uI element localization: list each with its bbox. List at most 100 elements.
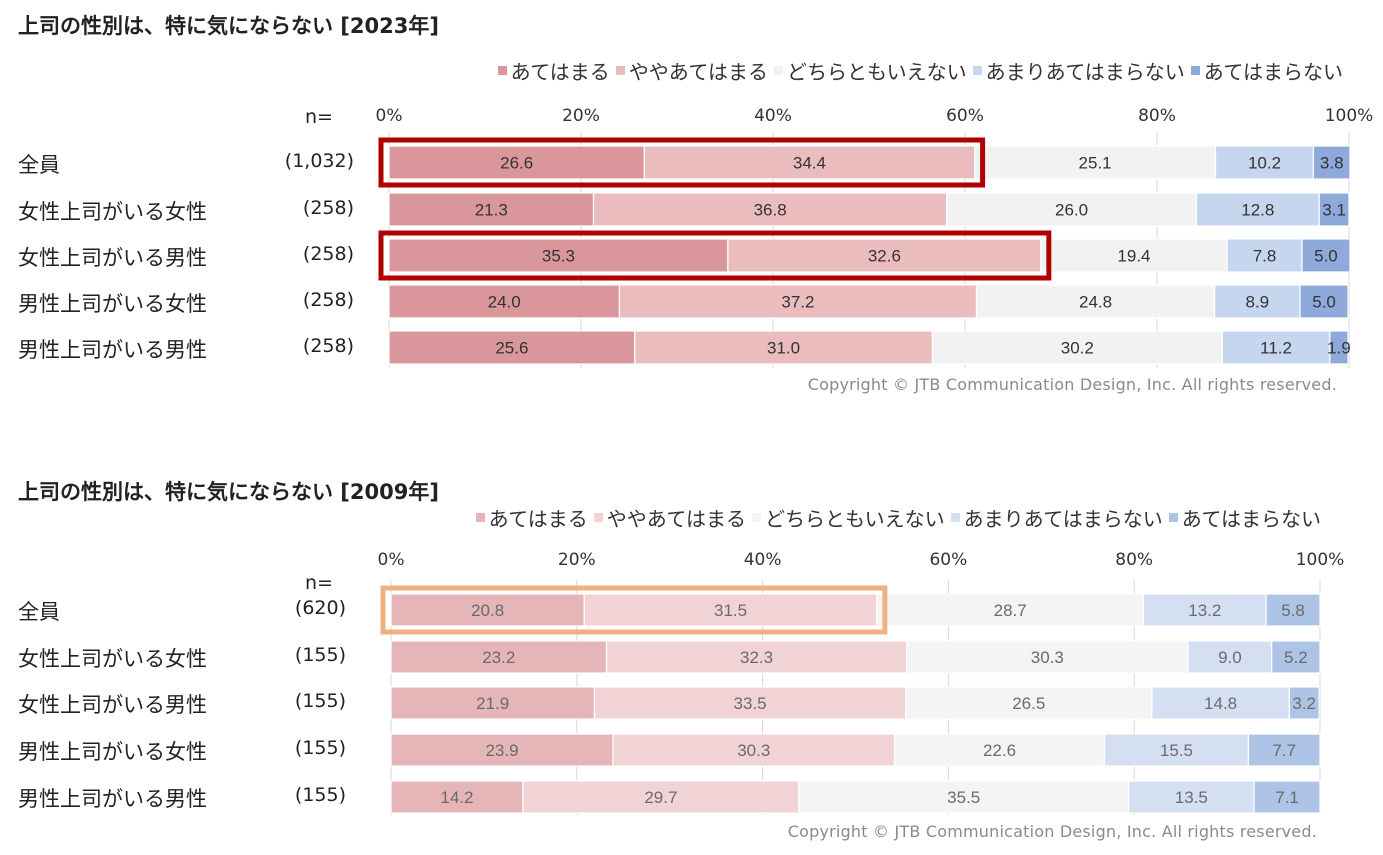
data-label: 13.2 <box>1188 601 1221 620</box>
bar-segment <box>946 192 1197 227</box>
data-label: 3.1 <box>1322 201 1346 220</box>
data-label: 3.2 <box>1292 694 1316 713</box>
data-label: 34.4 <box>793 154 826 173</box>
x-tick-label: 20% <box>557 550 596 570</box>
legend-item: あてはまる <box>475 503 588 532</box>
bar-segment <box>1271 640 1321 674</box>
data-label: 14.2 <box>440 788 473 807</box>
data-label: 5.0 <box>1314 247 1338 266</box>
legend-item: ややあてはまる <box>615 56 768 85</box>
legend-swatch <box>1190 66 1200 75</box>
row-label: 全員 <box>18 152 60 177</box>
data-label: 36.8 <box>754 201 787 220</box>
bar-segment <box>931 330 1223 365</box>
data-label: 22.6 <box>983 741 1016 760</box>
legend-label: あまりあてはまらない <box>963 507 1163 531</box>
data-label: 10.2 <box>1248 154 1281 173</box>
legend-label: あてはまらない <box>1203 60 1343 84</box>
data-label: 33.5 <box>734 694 767 713</box>
legend-item: あまりあてはまらない <box>972 56 1185 85</box>
legend-swatch <box>593 513 603 522</box>
bar-segment <box>1142 593 1267 627</box>
legend-swatch <box>972 66 982 75</box>
legend-label: どちらともいえない <box>786 60 967 84</box>
x-tick-label: 40% <box>754 106 792 126</box>
x-tick-label: 80% <box>1138 106 1176 126</box>
x-tick-label: 20% <box>562 106 600 126</box>
row-n-value: (1,032) <box>284 149 354 172</box>
x-tick-label: 40% <box>743 550 782 570</box>
data-label: 37.2 <box>781 293 814 312</box>
data-label: 32.3 <box>740 648 773 667</box>
bar-segment <box>522 780 800 814</box>
data-label: 5.2 <box>1284 648 1308 667</box>
chart-2023: 上司の性別は、特に気にならない [2023年] あてはまる ややあてはまる どちらと… <box>0 0 1383 420</box>
chart-title: 上司の性別は、特に気にならない [2023年] <box>18 14 439 38</box>
x-tick-label: 80% <box>1115 550 1154 570</box>
bar-segment <box>1195 192 1320 227</box>
legend-swatch <box>773 66 783 75</box>
row-n-value: (258) <box>302 196 354 219</box>
bar-segment <box>592 192 948 227</box>
bar-segment <box>593 686 907 720</box>
legend-label: ややあてはまる <box>628 60 768 84</box>
bar-segment <box>643 145 976 180</box>
legend-swatch <box>475 513 485 522</box>
row-label: 女性上司がいる女性 <box>18 647 207 671</box>
row-n-value: (620) <box>294 597 346 619</box>
legend-item: あてはまらない <box>1190 56 1343 85</box>
data-label: 20.8 <box>471 601 504 620</box>
legend-swatch <box>1168 513 1178 522</box>
bar-segment <box>612 733 896 767</box>
data-label: 15.5 <box>1160 741 1193 760</box>
legend-swatch <box>751 513 761 522</box>
x-tick-label: 60% <box>929 550 968 570</box>
legend-item: どちらともいえない <box>751 503 945 532</box>
row-label: 全員 <box>18 600 60 624</box>
row-n-value: (155) <box>294 737 346 759</box>
data-label: 23.2 <box>482 648 515 667</box>
bar-segment <box>1312 145 1351 180</box>
chart-title: 上司の性別は、特に気にならない [2009年] <box>18 480 439 504</box>
row-label: 男性上司がいる女性 <box>18 291 207 316</box>
data-label: 26.6 <box>500 154 533 173</box>
legend-swatch <box>615 66 625 75</box>
bar-segment <box>390 686 596 720</box>
copyright-text: Copyright © JTB Communication Design, In… <box>807 375 1337 394</box>
bar-segment <box>583 593 878 627</box>
legend-item: ややあてはまる <box>593 503 746 532</box>
data-label: 7.8 <box>1253 247 1277 266</box>
bar-segment <box>973 145 1217 180</box>
plot-area: 26.6 34.4 25.1 10.2 3.8 21.3 36.8 26.0 12.8 3.1 35… <box>378 132 1351 368</box>
legend-swatch <box>950 513 960 522</box>
bar-segment <box>893 733 1106 767</box>
legend-label: あてはまる <box>488 507 588 531</box>
data-label: 8.9 <box>1245 293 1269 312</box>
data-label: 1.9 <box>1327 339 1351 358</box>
bar-segment <box>1214 145 1315 180</box>
row-n-value: (155) <box>294 644 346 666</box>
bar-segment <box>388 192 595 227</box>
bar-segment <box>618 284 978 319</box>
legend-item: あまりあてはまらない <box>950 503 1163 532</box>
bar-segment <box>1301 238 1351 273</box>
bar-segment <box>390 780 524 814</box>
bar-segment <box>1318 192 1350 227</box>
data-label: 12.8 <box>1241 201 1274 220</box>
legend-label: どちらともいえない <box>764 507 945 531</box>
data-label: 11.2 <box>1260 339 1292 358</box>
row-n-value: (258) <box>302 242 354 265</box>
x-tick-label: 100% <box>1295 550 1345 570</box>
legend: あてはまる ややあてはまる どちらともいえない あまりあてはまらない あてはまらない <box>470 503 1321 532</box>
legend-label: あまりあてはまらない <box>985 60 1185 84</box>
data-label: 26.0 <box>1055 201 1088 220</box>
data-label: 29.7 <box>644 788 677 807</box>
row-label: 男性上司がいる男性 <box>18 787 207 811</box>
bar-segment <box>388 145 645 180</box>
highlight-box <box>378 137 986 188</box>
data-label: 23.9 <box>485 741 518 760</box>
copyright-text: Copyright © JTB Communication Design, In… <box>787 822 1317 841</box>
bar-segment <box>1151 686 1290 720</box>
bar-segment <box>1247 733 1321 767</box>
data-label: 26.5 <box>1012 694 1045 713</box>
